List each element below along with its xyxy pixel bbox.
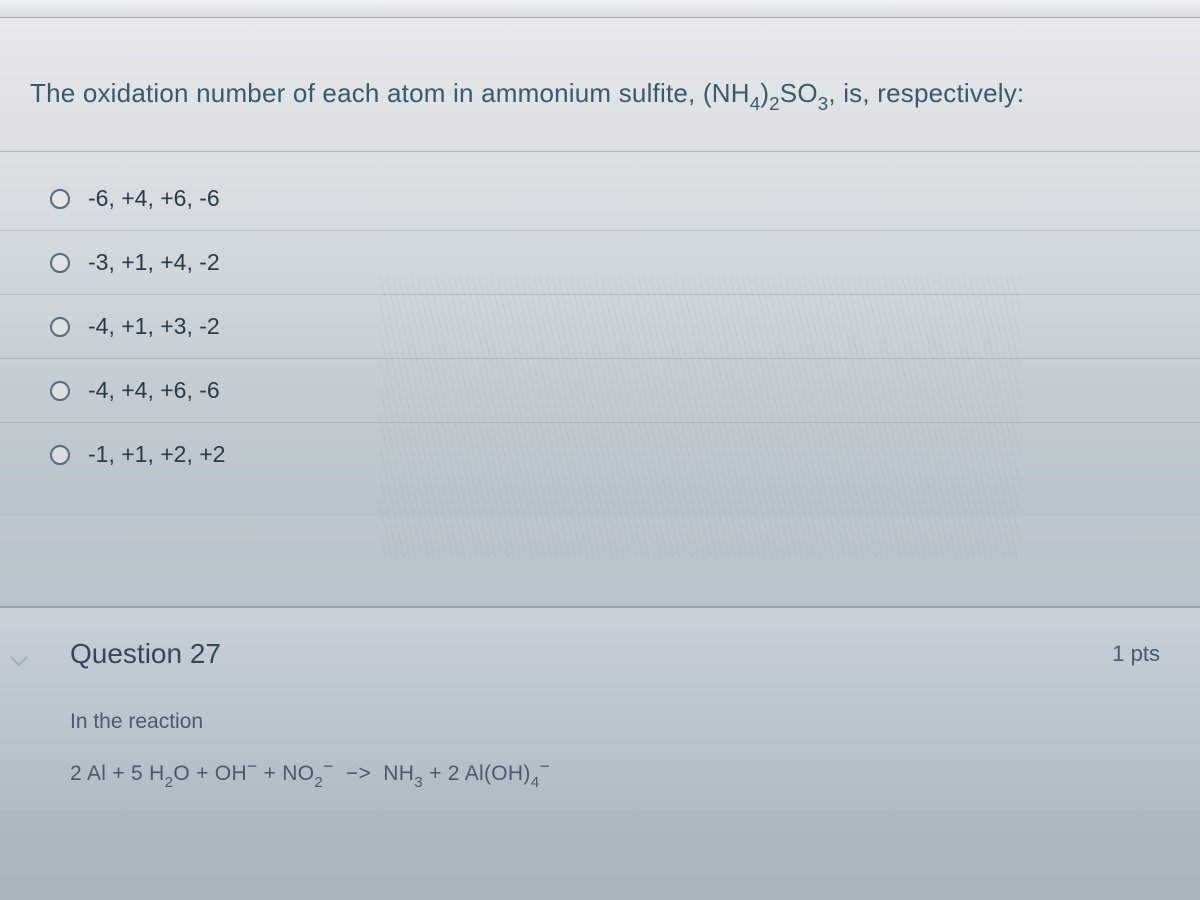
reaction-equation: 2 Al + 5 H2O + OH− + NO2− −> NH3 + 2 Al(… <box>70 756 1170 789</box>
question-card: The oxidation number of each atom in amm… <box>0 18 1200 516</box>
radio-icon[interactable] <box>50 445 70 465</box>
question-number-title: Question 27 <box>70 638 221 670</box>
question-header: Question 27 1 pts <box>70 638 1170 710</box>
radio-icon[interactable] <box>50 381 70 401</box>
option-label: -4, +4, +6, -6 <box>88 377 220 404</box>
collapse-icon[interactable] <box>5 646 33 674</box>
option-row[interactable]: -6, +4, +6, -6 <box>0 167 1200 231</box>
stem-suffix: , is, respectively: <box>828 78 1024 108</box>
radio-icon[interactable] <box>50 189 70 209</box>
option-label: -3, +1, +4, -2 <box>88 249 220 276</box>
card-gap <box>0 516 1200 606</box>
window-top-edge <box>0 0 1200 18</box>
option-row[interactable]: -4, +1, +3, -2 <box>0 295 1200 359</box>
question-body: In the reaction 2 Al + 5 H2O + OH− + NO2… <box>70 710 1170 809</box>
chemical-formula: (NH4)2SO3 <box>703 78 828 108</box>
stem-prefix: The oxidation number of each atom in amm… <box>30 78 703 108</box>
option-label: -1, +1, +2, +2 <box>88 441 225 468</box>
radio-icon[interactable] <box>50 253 70 273</box>
question-stem: The oxidation number of each atom in amm… <box>0 18 1200 152</box>
reaction-label: In the reaction <box>70 710 1170 734</box>
option-row[interactable]: -3, +1, +4, -2 <box>0 231 1200 295</box>
option-row[interactable]: -4, +4, +6, -6 <box>0 359 1200 423</box>
next-question-card: Question 27 1 pts In the reaction 2 Al +… <box>0 606 1200 809</box>
option-row[interactable]: -1, +1, +2, +2 <box>0 423 1200 486</box>
radio-icon[interactable] <box>50 317 70 337</box>
question-points: 1 pts <box>1112 641 1170 667</box>
options-list: -6, +4, +6, -6 -3, +1, +4, -2 -4, +1, +3… <box>0 152 1200 516</box>
option-label: -4, +1, +3, -2 <box>88 313 220 340</box>
option-label: -6, +4, +6, -6 <box>88 185 220 212</box>
